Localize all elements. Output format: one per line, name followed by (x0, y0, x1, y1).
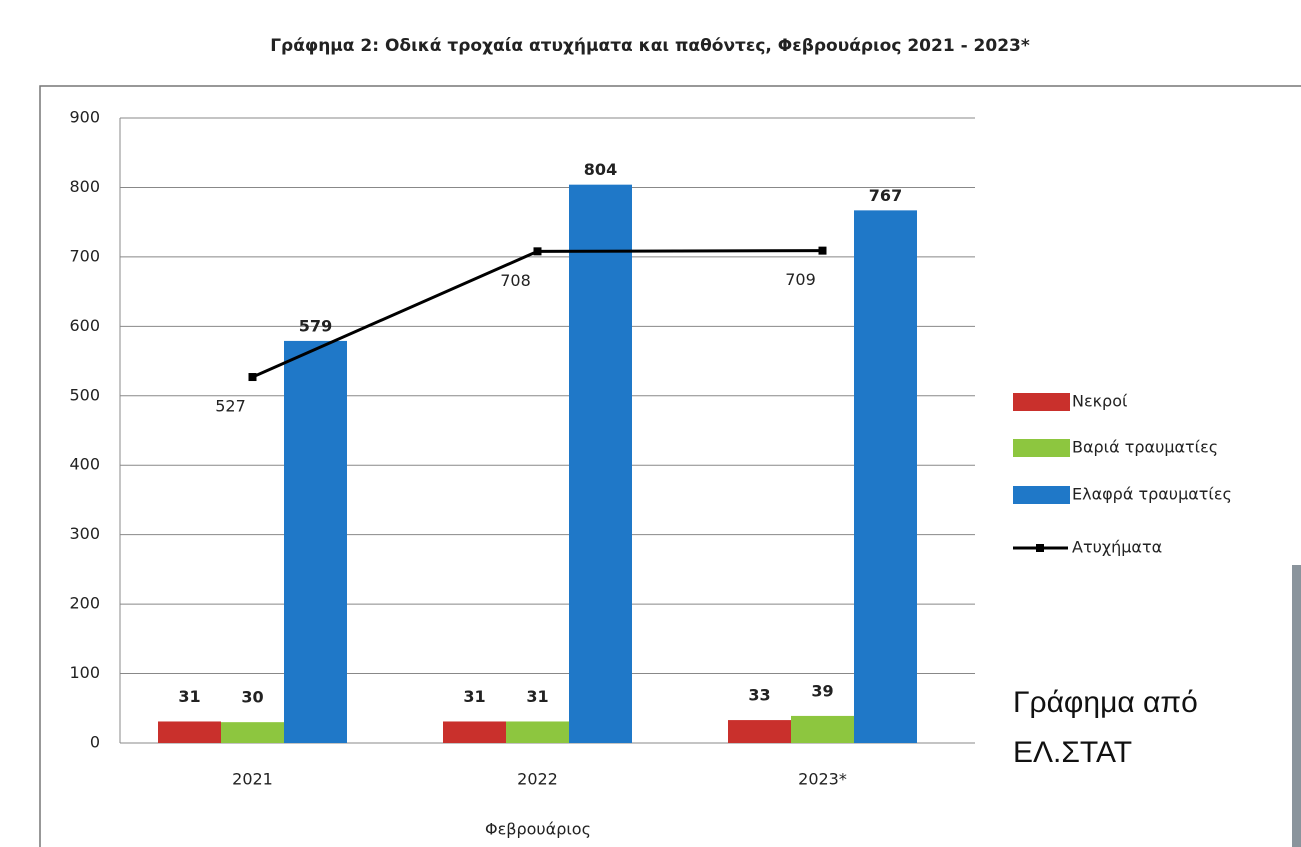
legend-swatch (1013, 439, 1070, 457)
bar-value-label: 31 (463, 687, 485, 706)
bar-value-label: 39 (811, 681, 833, 700)
y-tick-label: 300 (69, 524, 100, 543)
line-marker (534, 247, 542, 255)
bar-value-label: 31 (526, 687, 548, 706)
x-tick-label: 2021 (232, 770, 273, 789)
bar-value-label: 767 (869, 186, 902, 205)
x-axis-label: Φεβρουάριος (485, 820, 591, 839)
y-tick-label: 0 (90, 733, 100, 752)
y-tick-label: 600 (69, 316, 100, 335)
bar (158, 721, 221, 743)
x-tick-label: 2022 (517, 770, 558, 789)
bar (791, 716, 854, 743)
bar (284, 341, 347, 743)
legend-label: Βαριά τραυματίες (1072, 438, 1218, 457)
bar (854, 210, 917, 743)
bar (569, 185, 632, 743)
y-tick-label: 700 (69, 246, 100, 265)
page: {"chart_data": {"type": "bar", "title": … (0, 0, 1301, 847)
y-tick-label: 900 (69, 108, 100, 127)
line-value-label: 709 (785, 270, 816, 289)
bar-value-label: 30 (241, 688, 263, 707)
legend-swatch (1013, 486, 1070, 504)
legend-label: Ελαφρά τραυματίες (1072, 485, 1232, 504)
line-value-label: 708 (500, 271, 531, 290)
line-value-label: 527 (215, 397, 246, 416)
bar-value-label: 33 (748, 686, 770, 705)
y-tick-label: 200 (69, 594, 100, 613)
chart-title: Γράφημα 2: Οδικά τροχαία ατυχήματα και π… (270, 36, 1030, 56)
y-tick-label: 800 (69, 177, 100, 196)
line-marker (819, 247, 827, 255)
x-tick-label: 2023* (798, 770, 847, 789)
bar (443, 721, 506, 743)
bar-value-label: 31 (178, 687, 200, 706)
legend-swatch (1013, 393, 1070, 411)
bar-value-label: 804 (584, 160, 617, 179)
bar-value-label: 579 (299, 316, 332, 335)
y-tick-label: 400 (69, 455, 100, 474)
line-marker (249, 373, 257, 381)
annotation: Γράφημα από ΕΛ.ΣΤΑΤ (1013, 678, 1263, 778)
legend-marker (1036, 544, 1044, 552)
y-tick-label: 500 (69, 385, 100, 404)
side-image (1292, 565, 1301, 847)
bar (506, 721, 569, 743)
bar (221, 722, 284, 743)
legend-label: Νεκροί (1072, 392, 1128, 411)
y-tick-label: 100 (69, 663, 100, 682)
bar (728, 720, 791, 743)
legend-label: Ατυχήματα (1072, 538, 1162, 557)
